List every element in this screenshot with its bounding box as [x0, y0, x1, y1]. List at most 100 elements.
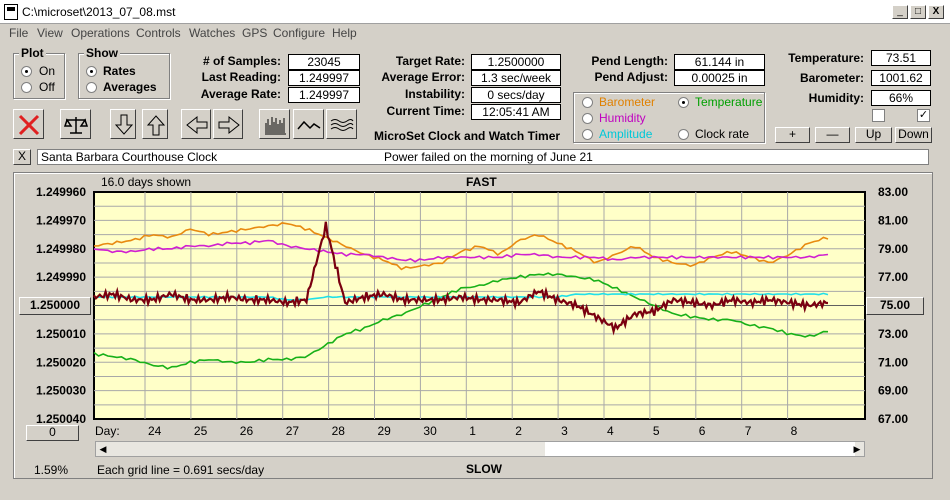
- day-tick-label: 25: [194, 424, 208, 438]
- arrow-right-button[interactable]: [213, 109, 243, 139]
- menu-help[interactable]: Help: [332, 26, 357, 40]
- day-tick-label: 29: [378, 424, 392, 438]
- right-tick-label: 81.00: [878, 213, 908, 227]
- menu-operations[interactable]: Operations: [71, 26, 130, 40]
- line-chart-icon: [297, 120, 321, 130]
- menu-view[interactable]: View: [37, 26, 63, 40]
- last-reading-label: Last Reading:: [201, 70, 281, 84]
- bars-view-button[interactable]: [259, 109, 290, 139]
- bar-chart-icon: [265, 117, 286, 135]
- show-rates-radio[interactable]: [86, 66, 97, 77]
- balance-button[interactable]: [60, 109, 91, 139]
- right-value-box[interactable]: 75.00: [866, 297, 924, 315]
- humidity-option-label: Humidity: [599, 111, 646, 125]
- day-tick-label: 30: [423, 424, 437, 438]
- clear-button[interactable]: [13, 109, 44, 139]
- menu-gps[interactable]: GPS: [242, 26, 268, 40]
- balance-scale-icon: [64, 117, 88, 134]
- pend-adjust-label: Pend Adjust:: [594, 70, 668, 84]
- app-icon[interactable]: [4, 4, 18, 20]
- smooth-view-button[interactable]: [326, 109, 357, 139]
- humidity-radio[interactable]: [582, 113, 593, 124]
- left-tick-label: 1.250020: [36, 355, 86, 369]
- left-tick-label: 1.249990: [36, 270, 86, 284]
- samples-field: 23045: [288, 54, 360, 70]
- arrow-left-button[interactable]: [181, 109, 211, 139]
- close-window-button[interactable]: X: [928, 5, 944, 19]
- title-bar: C:\microset\2013_07_08.mst _ □ X: [0, 0, 950, 24]
- day-tick-label: 3: [561, 424, 568, 438]
- plot-on-label: On: [39, 64, 56, 78]
- plot-on-radio[interactable]: [21, 66, 32, 77]
- average-rate-label: Average Rate:: [200, 87, 281, 101]
- note-close-button[interactable]: X: [13, 149, 31, 165]
- show-averages-label: Averages: [103, 80, 157, 94]
- show-rates-label: Rates: [103, 64, 136, 78]
- left-value-box[interactable]: 1.250000: [19, 297, 91, 315]
- day-tick-label: 4: [607, 424, 614, 438]
- barometer-label: Barometer:: [799, 71, 864, 85]
- left-tick-label: 1.249970: [36, 213, 86, 227]
- chart-panel: [13, 172, 933, 479]
- average-error-field: 1.3 sec/week: [471, 70, 561, 86]
- target-rate-field[interactable]: 1.2500000: [471, 54, 561, 70]
- day-tick-label: 6: [699, 424, 706, 438]
- clock-rate-option-label: Clock rate: [695, 127, 750, 141]
- show-group: [78, 53, 170, 99]
- plus-button[interactable]: +: [775, 127, 810, 143]
- up-button[interactable]: Up: [855, 127, 892, 143]
- down-button[interactable]: Down: [895, 127, 932, 143]
- plot-off-radio[interactable]: [21, 82, 32, 93]
- minimize-button[interactable]: _: [892, 5, 908, 19]
- target-rate-label: Target Rate:: [395, 54, 465, 68]
- maximize-button[interactable]: □: [910, 5, 926, 19]
- barometer-field: 1001.62: [871, 70, 931, 86]
- temperature-option-label: Temperature: [695, 95, 763, 109]
- average-error-label: Average Error:: [381, 70, 465, 84]
- arrow-up-button[interactable]: [142, 109, 168, 139]
- horizontal-scrollbar[interactable]: ◀ ▶: [95, 441, 865, 457]
- pend-length-label: Pend Length:: [591, 54, 668, 68]
- scroll-left-icon[interactable]: ◀: [99, 444, 107, 454]
- minus-button[interactable]: —: [815, 127, 850, 143]
- amplitude-radio[interactable]: [582, 129, 593, 140]
- day-tick-label: 7: [745, 424, 752, 438]
- line-view-button[interactable]: [293, 109, 324, 139]
- right-tick-label: 73.00: [878, 327, 908, 341]
- menu-watches[interactable]: Watches: [189, 26, 236, 40]
- scroll-value-box[interactable]: 0: [26, 425, 79, 441]
- env-checkbox-1[interactable]: [872, 109, 885, 122]
- pend-length-field[interactable]: 61.144 in: [674, 54, 765, 70]
- scroll-thumb[interactable]: [545, 442, 855, 456]
- humidity-label: Humidity:: [808, 91, 864, 105]
- left-tick-label: 1.250040: [36, 412, 86, 426]
- left-tick-label: 1.250030: [36, 384, 86, 398]
- note-bar[interactable]: Santa Barbara Courthouse Clock Power fai…: [37, 149, 929, 165]
- pend-adjust-field[interactable]: 0.00025 in: [674, 70, 765, 86]
- clock-rate-radio[interactable]: [678, 129, 689, 140]
- sensor-select-group: [573, 92, 765, 143]
- barometer-radio[interactable]: [582, 97, 593, 108]
- slow-label: SLOW: [466, 462, 502, 476]
- env-checkbox-2[interactable]: ✓: [917, 109, 930, 122]
- day-tick-label: 8: [791, 424, 798, 438]
- menu-configure[interactable]: Configure: [273, 26, 326, 40]
- grid-note-label: Each grid line = 0.691 secs/day: [97, 463, 265, 477]
- day-tick-label: 2: [515, 424, 522, 438]
- amplitude-option-label: Amplitude: [599, 127, 653, 141]
- day-tick-label: 28: [332, 424, 346, 438]
- scroll-right-icon[interactable]: ▶: [853, 444, 861, 454]
- series-line-4: [93, 221, 829, 336]
- wave-icon: [330, 119, 354, 131]
- show-averages-radio[interactable]: [86, 82, 97, 93]
- arrow-right-icon: [218, 115, 240, 135]
- temperature-field: 73.51: [871, 50, 931, 66]
- menu-controls[interactable]: Controls: [136, 26, 181, 40]
- arrow-down-button[interactable]: [110, 109, 136, 139]
- window-title: C:\microset\2013_07_08.mst: [22, 5, 176, 19]
- menu-file[interactable]: File: [9, 26, 29, 40]
- right-tick-label: 67.00: [878, 412, 908, 426]
- temperature-radio[interactable]: [678, 97, 689, 108]
